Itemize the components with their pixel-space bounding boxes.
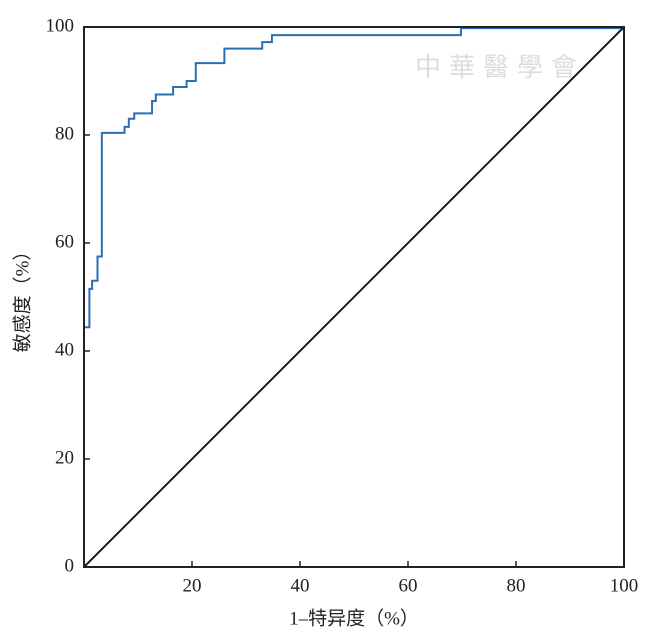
plot-frame xyxy=(83,26,625,568)
y-tick-label: 60 xyxy=(55,231,74,252)
x-tick-label: 20 xyxy=(183,575,202,596)
series-line xyxy=(83,26,625,568)
x-tick-label: 80 xyxy=(507,575,526,596)
watermark: 中華醫學會 xyxy=(415,53,585,82)
y-tick-label: 20 xyxy=(55,447,74,468)
y-tick-label: 0 xyxy=(65,555,75,576)
y-tick-label: 100 xyxy=(46,15,75,36)
x-tick-label: 100 xyxy=(610,575,639,596)
y-tick-label: 80 xyxy=(55,123,74,144)
series-line xyxy=(84,27,624,329)
x-axis-title: 1–特异度（%） xyxy=(289,607,419,629)
y-axis-title: 敏感度（%） xyxy=(11,242,33,353)
y-tick-label: 40 xyxy=(55,339,74,360)
x-tick-label: 40 xyxy=(291,575,310,596)
x-tick-label: 60 xyxy=(399,575,418,596)
